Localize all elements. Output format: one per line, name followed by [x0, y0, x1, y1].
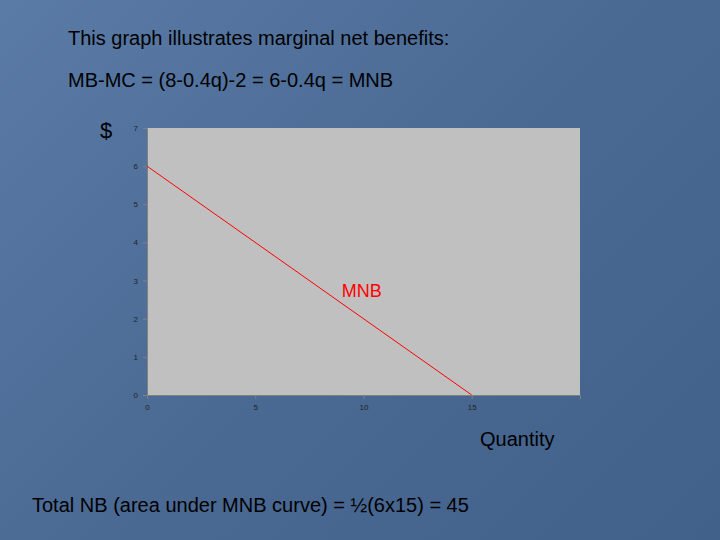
- tick-label: 4: [134, 238, 139, 247]
- annotation: Total NB (area under MNB curve) = ½(6x15…: [32, 494, 469, 516]
- tick-mark: [143, 242, 147, 243]
- y-axis: 0 1 2 3 4 5 6 7: [134, 124, 148, 400]
- tick-label: 10: [360, 403, 369, 412]
- tick: 1: [134, 353, 147, 362]
- tick-label: 7: [134, 124, 139, 133]
- tick: 3: [134, 277, 147, 286]
- tick-label: 1: [134, 353, 139, 362]
- tick-label: 6: [134, 162, 139, 171]
- tick-label: 0: [134, 391, 139, 400]
- title: This graph illustrates marginal net bene…: [68, 27, 449, 49]
- x-axis-title: Quantity: [480, 428, 554, 450]
- tick: 6: [134, 162, 147, 171]
- subtitle: MB-MC = (8-0.4q)-2 = 6-0.4q = MNB: [68, 69, 393, 91]
- tick-mark: [143, 319, 147, 320]
- tick-label: 2: [134, 315, 139, 324]
- tick: 2: [134, 315, 147, 324]
- tick: 0: [134, 391, 147, 400]
- x-axis: 0 5 10 15: [145, 395, 580, 412]
- series-label: MNB: [342, 281, 382, 301]
- slide: This graph illustrates marginal net bene…: [0, 0, 720, 540]
- tick-mark: [364, 395, 365, 399]
- marks: [147, 166, 472, 395]
- tick: 15: [468, 395, 477, 412]
- tick-mark: [143, 166, 147, 167]
- tick-mark: [143, 204, 147, 205]
- axis-line: [148, 396, 581, 400]
- tick-label: 5: [254, 403, 259, 412]
- tick-mark: [143, 357, 147, 358]
- axis-line: [143, 129, 148, 396]
- tick-mark: [255, 395, 256, 399]
- tick-label: 0: [145, 403, 150, 412]
- y-axis-title: $: [100, 118, 112, 143]
- tick: 0: [145, 395, 150, 412]
- line: [147, 166, 472, 395]
- tick-mark: [472, 395, 473, 399]
- tick: 7: [134, 124, 147, 133]
- tick-label: 15: [468, 403, 477, 412]
- plot-area: [147, 128, 580, 395]
- tick: 5: [134, 200, 147, 209]
- tick: 5: [254, 395, 259, 412]
- tick: 4: [134, 238, 147, 247]
- tick-mark: [143, 395, 147, 396]
- tick-label: 3: [134, 277, 139, 286]
- tick-label: 5: [134, 200, 139, 209]
- tick-mark: [143, 128, 147, 129]
- tick-mark: [143, 281, 147, 282]
- tick: 10: [360, 395, 369, 412]
